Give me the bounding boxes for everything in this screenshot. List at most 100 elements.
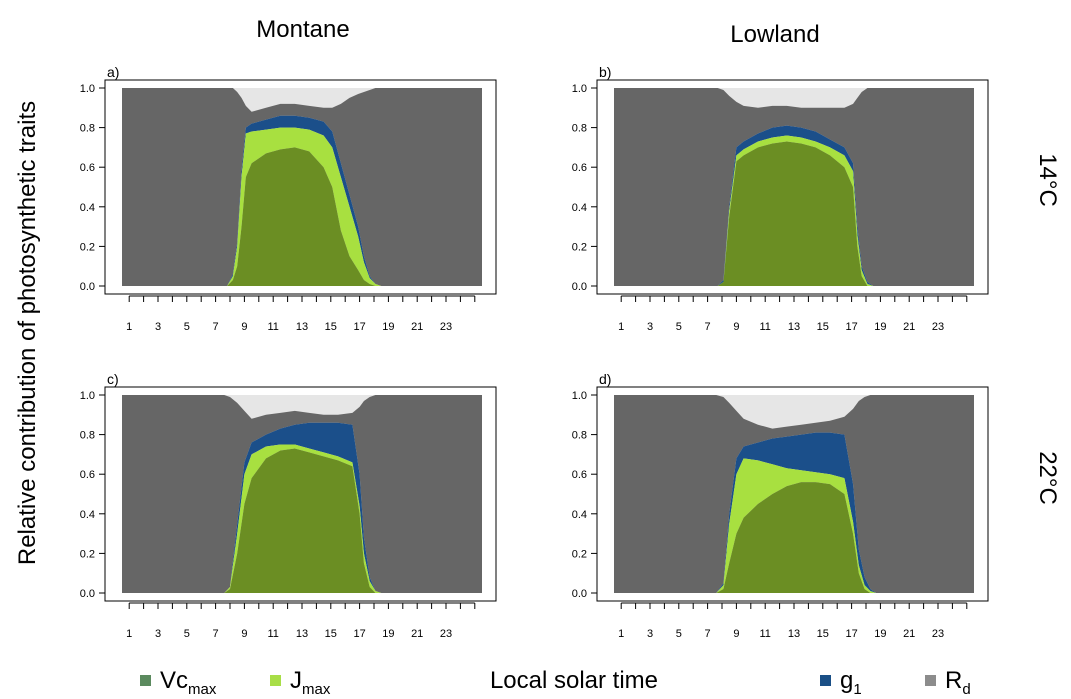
area-vcmax	[122, 147, 482, 286]
x-tick-label: 21	[411, 628, 423, 640]
y-tick-label: 0.2	[80, 241, 95, 253]
y-tick-label: 0.0	[572, 588, 587, 600]
y-tick-label: 1.0	[572, 390, 587, 402]
area-vcmax	[122, 448, 482, 593]
panel-label: c)	[107, 371, 119, 387]
x-tick-label: 3	[155, 628, 161, 640]
x-tick-label: 9	[241, 628, 247, 640]
x-tick-label: 13	[788, 628, 800, 640]
x-tick-label: 1	[618, 321, 624, 333]
area-rd	[614, 88, 974, 286]
y-tick-label: 0.4	[80, 509, 95, 521]
x-tick-label: 15	[325, 628, 337, 640]
x-tick-label: 5	[184, 321, 190, 333]
x-tick-label: 5	[184, 628, 190, 640]
x-tick-label: 23	[932, 628, 944, 640]
y-tick-label: 0.2	[572, 241, 587, 253]
legend-swatch	[820, 675, 831, 686]
legend-label: Vcmax	[160, 667, 217, 698]
x-tick-label: 13	[296, 628, 308, 640]
x-tick-label: 15	[817, 321, 829, 333]
x-tick-label: 5	[676, 628, 682, 640]
y-tick-label: 0.2	[80, 548, 95, 560]
x-tick-label: 11	[267, 628, 278, 640]
y-tick-label: 0.6	[80, 469, 95, 481]
legend-swatch	[270, 675, 281, 686]
x-tick-label: 9	[733, 628, 739, 640]
y-tick-label: 0.0	[80, 281, 95, 293]
x-tick-label: 3	[647, 628, 653, 640]
x-tick-label: 19	[874, 321, 886, 333]
area-vcmax	[614, 482, 974, 593]
y-tick-label: 0.8	[572, 123, 587, 135]
y-tick-label: 1.0	[572, 83, 587, 95]
y-tick-label: 0.8	[572, 430, 587, 442]
x-tick-label: 7	[705, 321, 711, 333]
panel-label: b)	[599, 64, 611, 80]
x-tick-label: 21	[411, 321, 423, 333]
x-tick-label: 17	[845, 628, 857, 640]
x-tick-label: 17	[353, 321, 365, 333]
row-title-22c: 22°C	[1034, 451, 1061, 505]
area-rd	[122, 395, 482, 593]
y-tick-label: 0.6	[572, 469, 587, 481]
y-tick-label: 0.4	[572, 509, 587, 521]
x-tick-label: 1	[126, 628, 132, 640]
x-tick-label: 1	[126, 321, 132, 333]
x-tick-label: 17	[845, 321, 857, 333]
x-tick-label: 9	[733, 321, 739, 333]
x-tick-label: 23	[440, 321, 452, 333]
area-vcmax	[614, 141, 974, 286]
y-tick-label: 0.4	[80, 202, 95, 214]
y-tick-label: 0.8	[80, 430, 95, 442]
legend-item-rd: Rd	[925, 667, 971, 698]
y-tick-label: 0.6	[572, 162, 587, 174]
panel-frame	[104, 386, 497, 602]
y-tick-label: 0.4	[572, 202, 587, 214]
legend-swatch	[140, 675, 151, 686]
panel-b: b)0.00.20.40.60.81.01 3 5 7 9 11 13 15 17 19 21 23	[572, 64, 989, 333]
panel-label: a)	[107, 64, 119, 80]
legend-label: Jmax	[290, 667, 331, 698]
panel-c: c)0.00.20.40.60.81.01 3 5 7 9 11 13 15 17 19 21 23	[80, 371, 497, 640]
x-tick-label: 13	[788, 321, 800, 333]
panel-label: d)	[599, 371, 611, 387]
y-tick-label: 0.6	[80, 162, 95, 174]
y-tick-label: 0.0	[80, 588, 95, 600]
x-axis-label: Local solar time	[490, 667, 658, 694]
x-tick-label: 13	[296, 321, 308, 333]
row-title-14c: 14°C	[1034, 153, 1061, 207]
legend-item-jmax: Jmax	[270, 667, 331, 698]
column-title-montane: Montane	[256, 16, 349, 43]
x-tick-label: 9	[241, 321, 247, 333]
x-tick-label: 11	[267, 321, 278, 333]
panel-frame	[104, 79, 497, 295]
panels-group: a)0.00.20.40.60.81.01 3 5 7 9 11 13 15 17 19 21 23b…	[80, 64, 989, 640]
y-tick-label: 1.0	[80, 390, 95, 402]
x-tick-label: 3	[155, 321, 161, 333]
panel-frame	[596, 79, 989, 295]
x-tick-label: 11	[759, 628, 770, 640]
x-tick-label: 19	[382, 321, 394, 333]
legend-item-vcmax: Vcmax	[140, 667, 217, 698]
legend-swatch	[925, 675, 936, 686]
x-tick-label: 23	[932, 321, 944, 333]
x-tick-label: 7	[213, 321, 219, 333]
legend: Vcmax Jmax g1 Rd	[140, 667, 971, 698]
x-tick-label: 21	[903, 628, 915, 640]
x-tick-label: 15	[325, 321, 337, 333]
x-tick-label: 5	[676, 321, 682, 333]
y-tick-label: 1.0	[80, 83, 95, 95]
x-tick-label: 17	[353, 628, 365, 640]
panel-d: d)0.00.20.40.60.81.01 3 5 7 9 11 13 15 17 19 21 23	[572, 371, 989, 640]
x-tick-label: 19	[382, 628, 394, 640]
area-g1	[614, 432, 974, 593]
y-tick-label: 0.0	[572, 281, 587, 293]
area-rd	[122, 88, 482, 286]
x-tick-label: 11	[759, 321, 770, 333]
legend-label: g1	[840, 667, 862, 698]
column-title-lowland: Lowland	[730, 21, 819, 48]
y-tick-label: 0.2	[572, 548, 587, 560]
x-tick-label: 1	[618, 628, 624, 640]
